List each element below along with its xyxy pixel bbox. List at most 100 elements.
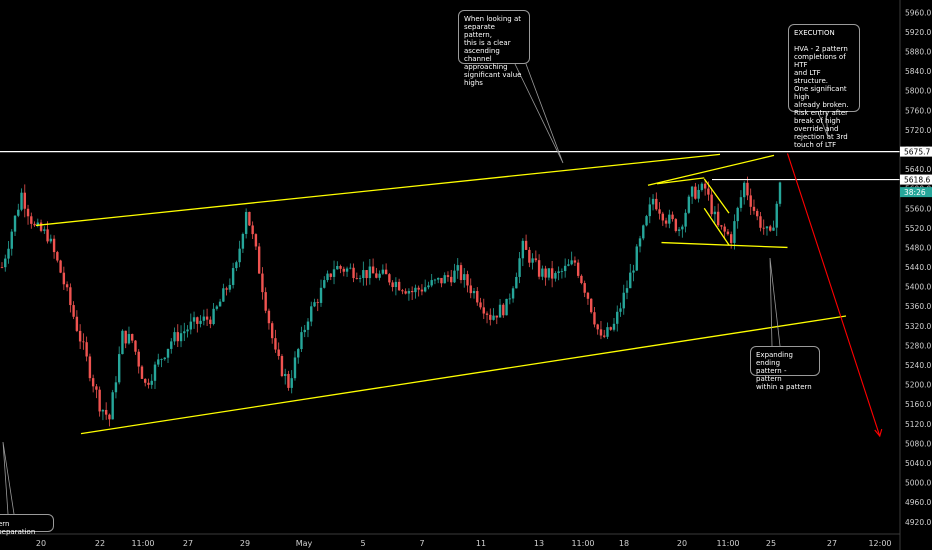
price-labels: 5675.7 5618.6 38:26 <box>900 146 932 198</box>
y-tick-label: 5400.0 <box>905 283 931 292</box>
y-tick-label: 4960.0 <box>905 498 931 507</box>
y-tick-label: 5520.0 <box>905 224 931 233</box>
candle-body <box>736 207 739 222</box>
candle-body <box>225 288 228 290</box>
candle-body <box>137 351 140 367</box>
candle-body <box>176 332 179 342</box>
candle-body <box>355 278 359 279</box>
candle-body <box>528 249 531 263</box>
candle-body <box>332 269 336 277</box>
candle-body <box>280 356 284 376</box>
candle-body <box>619 308 622 312</box>
candle-body <box>609 327 612 330</box>
candle-body <box>157 359 160 365</box>
candle-body <box>163 357 166 360</box>
candle-body <box>443 275 446 284</box>
price-label-box <box>900 146 932 157</box>
y-tick-label: 5960.0 <box>905 8 931 17</box>
execution-annotation[interactable]: EXECUTION HVA - 2 pattern completions of… <box>788 24 860 149</box>
candle-body <box>261 273 264 293</box>
candle-body <box>492 315 495 320</box>
candle-body <box>459 265 463 281</box>
candle-body <box>596 324 599 330</box>
candle-body <box>612 323 616 330</box>
candle-body <box>127 334 131 344</box>
candle-body <box>697 189 700 199</box>
candle-body <box>658 209 661 214</box>
time-axis[interactable]: 20 22 11:00 27 29 May 5 7 11 13 11:00 18 20 11:00 25 27… <box>0 533 900 548</box>
candle-body <box>290 378 293 388</box>
candle-body <box>254 234 258 247</box>
candle-body <box>778 182 782 204</box>
candle-body <box>7 248 10 259</box>
y-tick-label: 5280.0 <box>905 341 931 350</box>
candle-body <box>49 238 53 242</box>
price-label-box <box>900 174 932 185</box>
candle-body <box>642 225 645 239</box>
candle-body <box>310 306 313 322</box>
x-tick-label: 11:00 <box>131 539 154 548</box>
candle-body <box>593 312 596 325</box>
candle-body <box>681 226 684 230</box>
candle-body <box>26 208 30 217</box>
trendlines-layer <box>35 153 883 438</box>
candle-body <box>668 214 671 224</box>
y-tick-label: 5440.0 <box>905 263 931 272</box>
candle-body <box>345 268 349 272</box>
channel-callout-pointer <box>514 63 564 164</box>
price-label-box <box>900 187 932 198</box>
candle-body <box>401 290 404 292</box>
candle-body <box>485 313 489 315</box>
candle-body <box>687 196 691 213</box>
horizontal-levels <box>0 151 900 181</box>
candle-body <box>567 264 570 266</box>
price-label-text: 5618.6 <box>904 176 930 185</box>
candle-body <box>235 262 238 269</box>
candle-body <box>420 289 424 292</box>
candle-body <box>603 335 606 337</box>
candle-body <box>62 272 66 285</box>
candle-body <box>469 285 472 294</box>
candle-body <box>463 274 466 281</box>
candle-body <box>635 246 638 271</box>
candle-body <box>218 301 222 307</box>
candle-body <box>13 215 17 232</box>
candle-body <box>72 305 75 317</box>
x-tick-label: 20 <box>36 539 46 548</box>
candle-body <box>560 271 564 272</box>
candle-body <box>508 298 512 300</box>
wedge-top-line <box>656 177 705 185</box>
candle-body <box>20 192 23 210</box>
candle-body <box>749 195 752 207</box>
price-axis[interactable]: 5960.0 5920.0 5880.0 5840.0 5800.0 5760.0 5720… <box>899 0 931 550</box>
channel-annotation[interactable]: When looking at separate pattern, this i… <box>458 10 530 87</box>
y-tick-label: 5320.0 <box>905 322 931 331</box>
candle-body <box>144 378 147 383</box>
candle-body <box>365 270 368 279</box>
candle-body <box>192 317 196 322</box>
candle-body <box>153 364 157 381</box>
y-tick-label: 5480.0 <box>905 243 931 252</box>
candle-body <box>131 334 134 341</box>
candle-body <box>410 290 414 293</box>
callout-pointers <box>2 63 829 515</box>
channel-lower-line <box>80 315 847 435</box>
candle-body <box>114 382 118 393</box>
candle-body <box>645 216 648 226</box>
candle-body <box>632 270 635 273</box>
candle-body <box>300 332 303 350</box>
candle-body <box>215 306 219 309</box>
pattern-separation-annotation[interactable]: ern separation <box>0 514 54 536</box>
y-tick-label: 5160.0 <box>905 400 931 409</box>
candle-body <box>342 268 345 272</box>
candle-body <box>69 287 72 306</box>
x-tick-label: 22 <box>95 539 105 548</box>
candle-body <box>570 260 573 265</box>
candle-body <box>729 234 733 243</box>
candle-body <box>121 330 124 355</box>
candle-body <box>270 323 274 339</box>
candle-body <box>466 274 469 286</box>
expanding-pattern-annotation[interactable]: Expanding ending pattern - pattern withi… <box>750 346 820 391</box>
candle-body <box>39 222 43 231</box>
